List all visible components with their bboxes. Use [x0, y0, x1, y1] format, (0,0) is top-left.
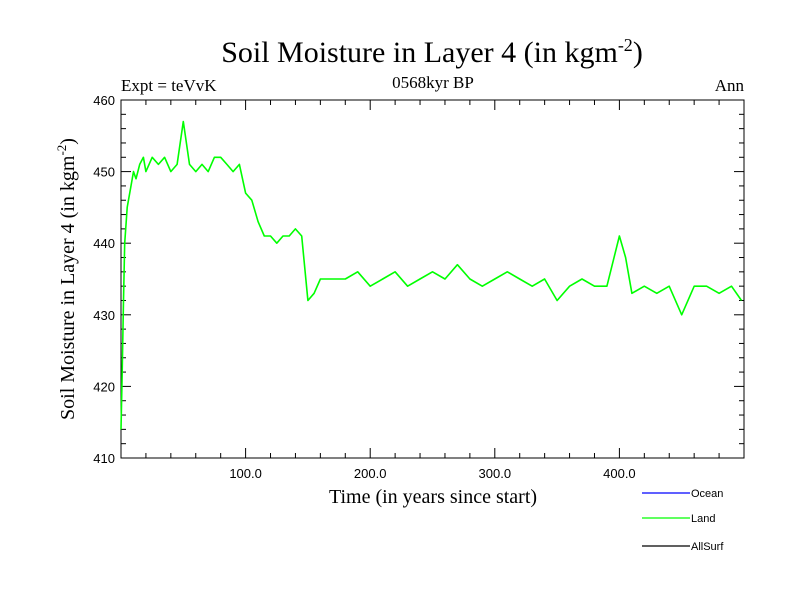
legend: Ocean Land AllSurf [642, 488, 724, 553]
y-tick-label: 430 [93, 308, 115, 323]
legend-label-allsurf: AllSurf [691, 541, 724, 553]
y-tick-label: 410 [93, 451, 115, 466]
y-tick-label: 440 [93, 236, 115, 251]
legend-label-land: Land [691, 513, 715, 525]
subtitle-experiment: Expt = teVvK [121, 76, 217, 95]
chart-title: Soil Moisture in Layer 4 (in kgm-2) [221, 35, 643, 69]
y-axis-label: Soil Moisture in Layer 4 (in kgm-2) [54, 138, 79, 420]
x-tick-label: 100.0 [229, 466, 262, 481]
subtitle-period: 0568kyr BP [392, 73, 474, 92]
x-tick-label: 300.0 [479, 466, 512, 481]
y-tick-label: 420 [93, 379, 115, 394]
y-tick-label: 450 [93, 165, 115, 180]
x-axis-label: Time (in years since start) [329, 486, 537, 508]
y-tick-label: 460 [93, 93, 115, 108]
subtitle-season: Ann [715, 76, 745, 95]
legend-label-ocean: Ocean [691, 488, 723, 500]
x-tick-label: 200.0 [354, 466, 387, 481]
x-tick-label: 400.0 [603, 466, 636, 481]
series-line-land [120, 120, 743, 430]
plot-frame [120, 99, 745, 459]
